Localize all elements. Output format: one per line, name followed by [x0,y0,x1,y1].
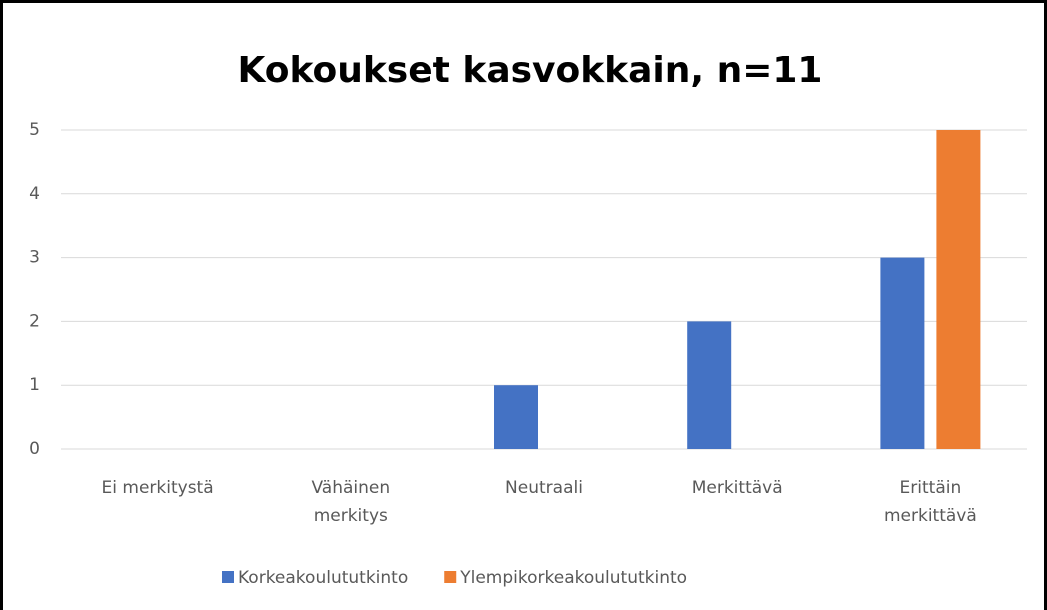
x-tick-label: Merkittävä [691,478,783,498]
bar [494,385,538,449]
x-tick-label: Vähäinen merkitys [311,478,391,526]
chart-title: Kokoukset kasvokkain, n=11 [238,50,823,91]
x-tick-label: Neutraali [505,478,583,498]
bar [687,321,732,449]
bar [936,130,981,449]
y-tick-label: 1 [29,375,40,395]
legend-swatch [444,571,457,583]
y-tick-label: 3 [29,248,40,268]
y-tick-label: 0 [29,439,40,459]
x-tick-label: Erittäin merkittävä [883,478,977,526]
y-tick-label: 4 [29,184,40,204]
legend-swatch [222,571,234,583]
x-tick-label: Ei merkitystä [101,478,214,498]
y-tick-label: 5 [29,120,40,140]
legend-label: Korkeakoulututkinto [238,568,408,588]
legend-label: Ylempikorkeakoulututkinto [459,568,687,588]
y-tick-label: 2 [29,311,40,331]
bar [880,257,925,449]
